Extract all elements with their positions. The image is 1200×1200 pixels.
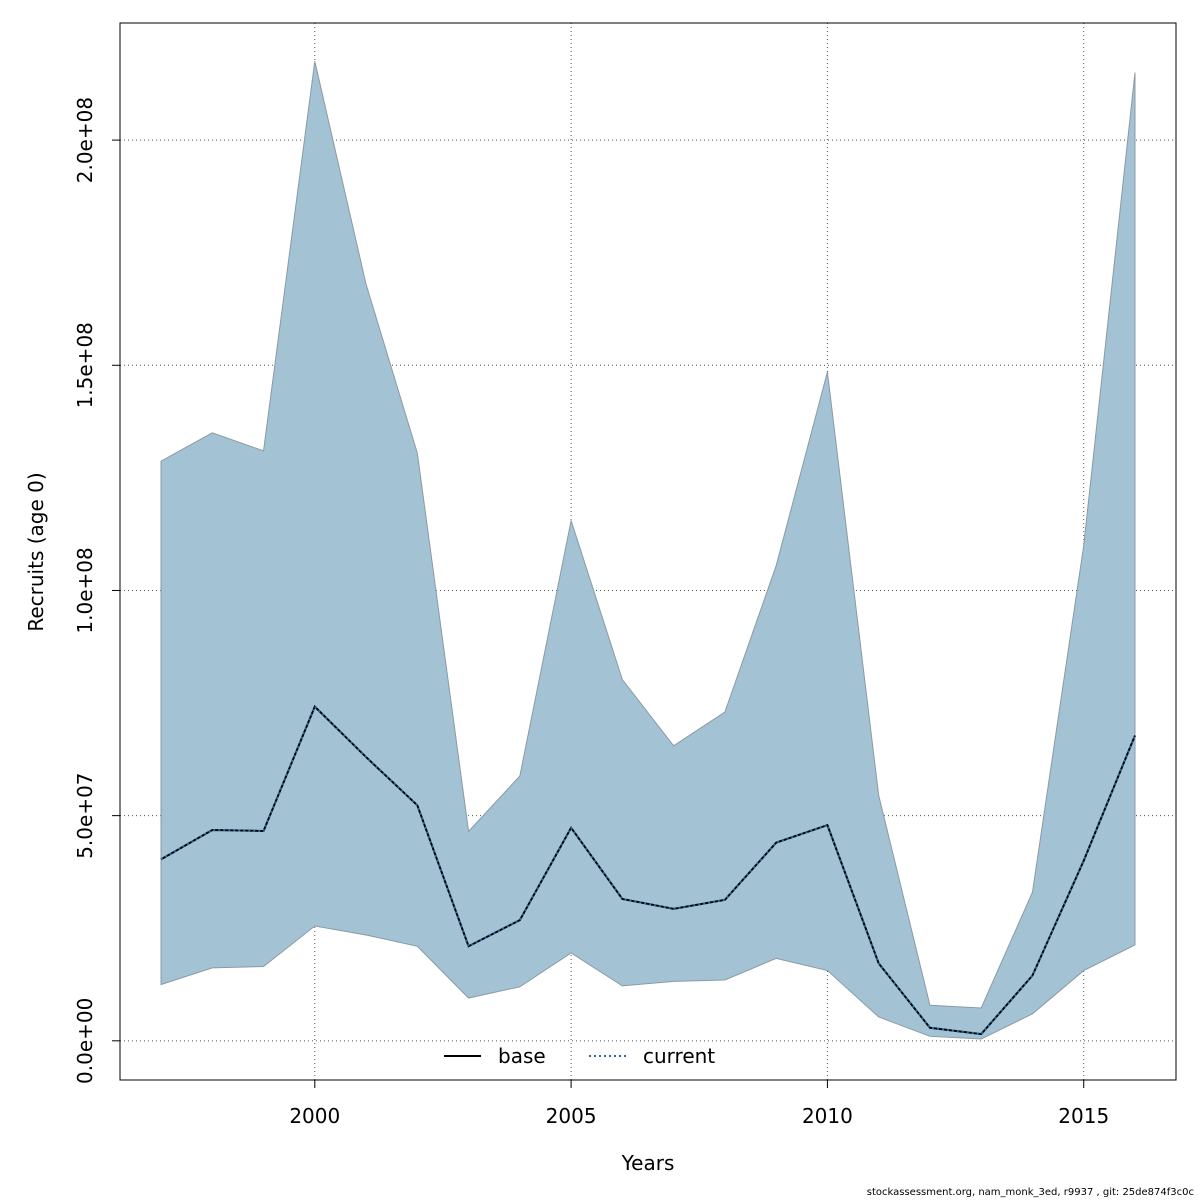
- series-line-current: [160, 704, 1136, 1036]
- legend-label-base: base: [498, 1044, 546, 1068]
- x-tick-label: 2010: [802, 1104, 853, 1128]
- x-tick-label: 2000: [289, 1104, 340, 1128]
- y-axis-title: Recruits (age 0): [24, 472, 48, 631]
- y-tick-label: 1.0e+08: [73, 547, 97, 633]
- confidence-band: [160, 61, 1136, 1040]
- legend: base current: [444, 1044, 715, 1068]
- confidence-band-layer: [160, 61, 1136, 1040]
- y-tick-label: 1.5e+08: [73, 322, 97, 408]
- y-tick-label: 2.0e+08: [73, 97, 97, 183]
- x-axis: 2000 2005 2010 2015: [289, 1080, 1109, 1128]
- x-tick-label: 2005: [546, 1104, 597, 1128]
- y-tick-label: 5.0e+07: [73, 772, 97, 858]
- legend-label-current: current: [643, 1044, 715, 1068]
- x-tick-label: 2015: [1058, 1104, 1109, 1128]
- series-layer: [160, 704, 1136, 1036]
- x-axis-title: Years: [621, 1151, 675, 1175]
- plot-frame: [119, 22, 1177, 1081]
- y-axis: 0.0e+00 5.0e+07 1.0e+08 1.5e+08 2.0e+08: [73, 97, 120, 1084]
- y-tick-label: 0.0e+00: [73, 998, 97, 1084]
- footer-credit: stockassessment.org, nam_monk_3ed, r9937…: [866, 1187, 1194, 1198]
